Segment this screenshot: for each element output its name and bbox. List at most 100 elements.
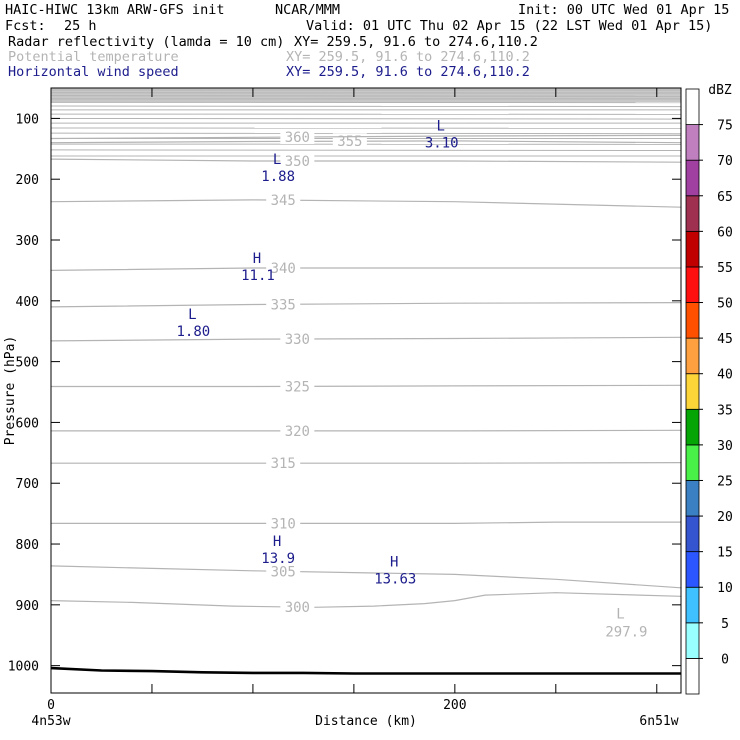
theta-label-bg [266,192,301,208]
x-start-location: 4n53w [31,714,70,729]
model-title: HAIC-HIWC 13km ARW-GFS init [5,2,225,18]
y-tick-label: 400 [16,295,39,310]
colorbar-segment [685,515,700,553]
colorbar-segment [685,266,700,303]
x-axis-label: Distance (km) [315,714,417,729]
colorbar-label: 35 [717,403,733,418]
theta-contour-upper [50,105,682,108]
colorbar-label: 75 [717,119,733,134]
y-axis-label: Pressure (hPa) [3,336,18,446]
theta-label-bg [280,378,315,394]
forecast-hours: 25 h [64,18,97,34]
colorbar-label: 5 [721,617,729,632]
theta-contour-upper [50,117,682,120]
theta-extremum-type: L [616,606,624,622]
theta-label-bg [280,330,315,346]
wind-extremum-type: H [253,251,261,267]
theta-contour-label: 325 [285,379,310,395]
y-tick-label: 300 [16,234,39,249]
colorbar-segment [685,373,700,410]
wind-extremum-value: 13.63 [374,572,416,588]
theta-contour-315 [51,462,682,464]
theta-contour-label: 355 [337,134,362,150]
theta-label-bg [266,259,301,275]
theta-label-bg [266,296,301,312]
field-name-theta: Potential temperature [8,49,179,65]
forecast-label: Fcst: [5,18,46,34]
wind-extremum-type: L [188,307,196,323]
theta-label-bg [280,128,315,144]
plot-frame [50,87,682,694]
colorbar-label: 50 [717,297,733,312]
y-tick-label: 200 [16,173,39,188]
theta-contour-label: 310 [271,516,296,532]
colorbar-label: 15 [717,546,733,561]
y-tick-label: 900 [16,599,39,614]
theta-contour-label: 315 [271,456,296,472]
theta-contour-label: 300 [285,600,310,616]
theta-contour-350 [50,158,682,163]
wind-extremum-value: 1.80 [176,324,210,340]
colorbar-segment [685,124,700,161]
theta-contour-320 [51,429,682,432]
colorbar-segment [685,586,700,624]
colorbar-segment [685,444,700,481]
valid-time: Valid: 01 UTC Thu 02 Apr 15 (22 LST Wed … [306,18,713,34]
wind-extremum-type: L [273,152,281,168]
theta-contour-label: 305 [271,564,296,580]
colorbar-label: 60 [717,225,733,240]
wind-extremum-value: 13.9 [261,551,295,567]
theta-contour-label: 320 [285,424,310,440]
theta-contour-330 [50,336,682,342]
theta-contour-360 [50,134,682,140]
theta-contour-335 [50,302,682,308]
field-name-wind: Horizontal wind speed [8,64,179,80]
colorbar-segment [685,658,700,695]
colorbar-segment [685,195,700,232]
theta-label-bg [280,422,315,438]
wind-extremum-value: 3.10 [425,136,459,152]
y-tick-label: 100 [16,112,39,127]
theta-contour-345 [50,199,682,208]
theta-contour-label: 360 [285,130,310,146]
x-end-location: 6n51w [639,714,678,729]
colorbar-label: 45 [717,332,733,347]
theta-label-bg [266,563,301,579]
y-tick-label: 800 [16,538,39,553]
theta-contour-310 [51,521,681,524]
colorbar-segment [685,230,700,268]
init-time: Init: 00 UTC Wed 01 Apr 15 [518,2,730,18]
theta-contour-label: 345 [271,193,296,209]
wind-extremum-value: 11.1 [241,268,275,284]
y-tick-label: 1000 [8,660,39,675]
theta-label-bg [266,455,301,471]
org-label: NCAR/MMM [275,2,341,18]
theta-label-bg [280,599,315,615]
x-tick-label: 0 [47,698,55,713]
wind-extremum-value: 1.88 [261,169,295,185]
wind-extremum-type: H [390,555,398,571]
colorbar-label: 70 [717,154,733,169]
colorbar-label: 20 [717,510,733,525]
colorbar-unit: dBZ [708,83,732,98]
theta-contour-label: 335 [271,297,296,313]
theta-contour-label: 330 [285,332,310,348]
y-tick-label: 700 [16,477,39,492]
surface-pressure-line [50,666,681,675]
theta-contour-300 [50,592,682,608]
theta-contour-upper [50,95,682,97]
theta-label-bg [266,515,301,531]
colorbar-segment [685,337,700,375]
theta-label-bg [280,152,315,168]
colorbar-segment [685,408,700,446]
colorbar-label: 30 [717,439,733,454]
field-xy-wind: XY= 259.5, 91.6 to 274.6,110.2 [286,64,530,80]
wind-extremum-type: L [436,119,444,135]
colorbar-segment [685,480,700,517]
colorbar-segment [685,88,700,125]
wind-extremum-type: H [273,534,281,550]
field-xy-reflectivity: XY= 259.5, 91.6 to 274.6,110.2 [294,34,538,50]
colorbar-label: 25 [717,474,733,489]
theta-contour-305 [50,565,682,589]
theta-contour-label: 340 [271,261,296,277]
